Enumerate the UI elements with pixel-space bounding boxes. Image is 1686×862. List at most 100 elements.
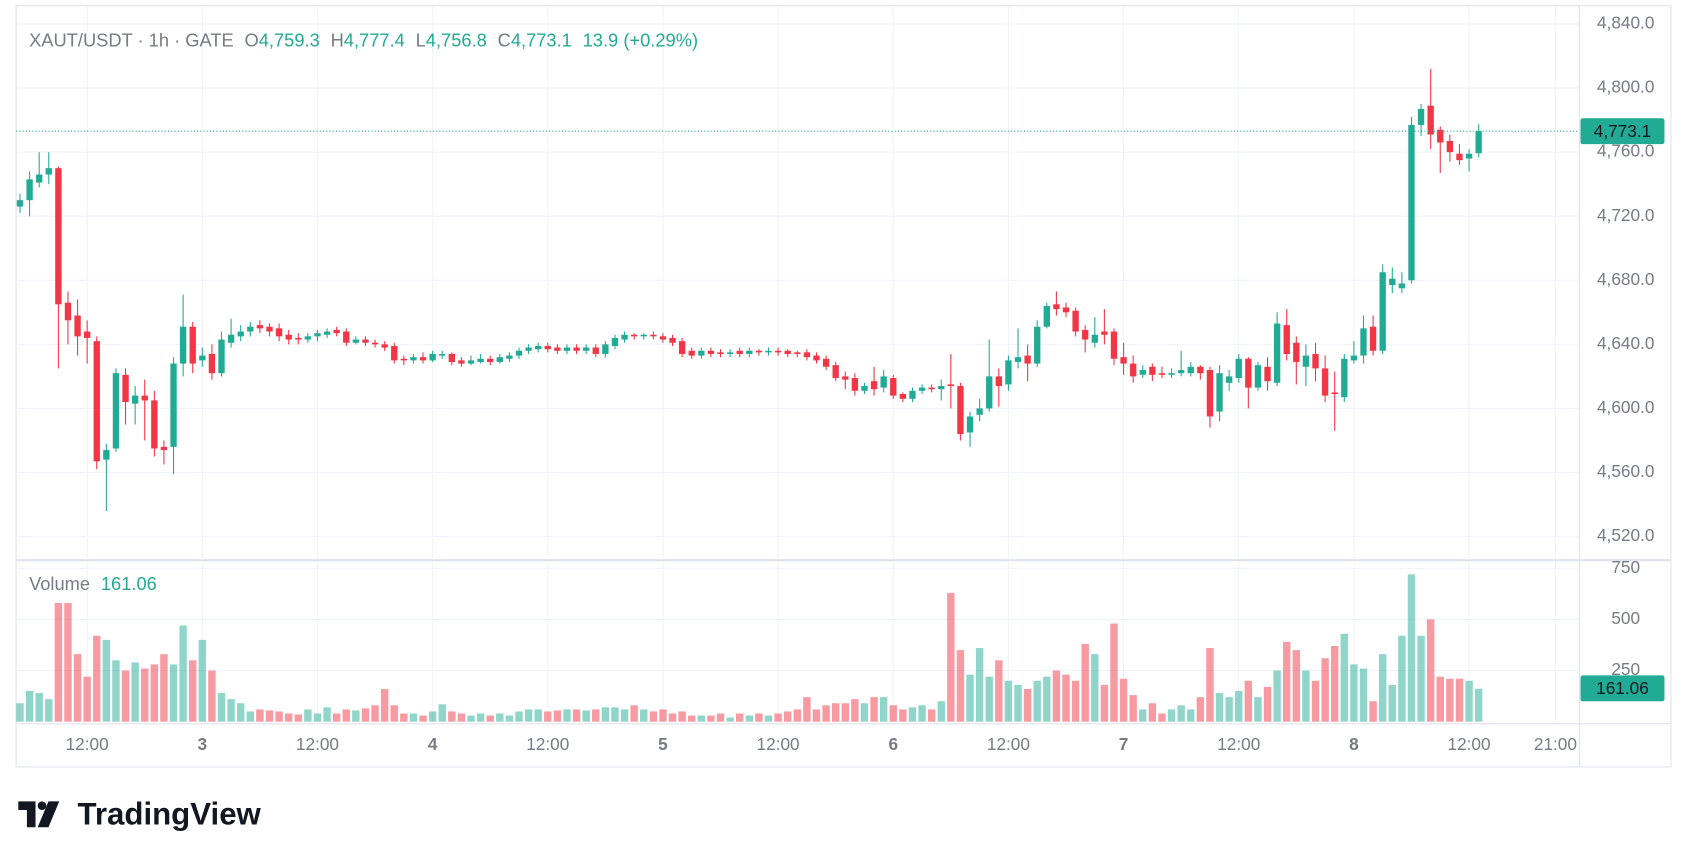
candle-body — [918, 387, 926, 391]
volume-bar — [1292, 650, 1301, 722]
volume-bar — [745, 715, 754, 722]
volume-bar — [755, 713, 763, 722]
volume-bar — [467, 715, 475, 722]
candle-body — [746, 350, 753, 354]
last-volume-label: 161.06 — [1596, 678, 1649, 698]
volume-bar — [25, 691, 34, 722]
volume-bar — [851, 699, 859, 722]
volume-bar — [1426, 619, 1435, 722]
ohlc-key: H — [331, 29, 344, 50]
volume-bar — [189, 660, 197, 722]
candle-body — [957, 386, 964, 435]
volume-bar — [217, 693, 226, 722]
candle-body — [55, 168, 62, 305]
volume-bar — [515, 711, 523, 722]
volume-bar — [956, 650, 965, 722]
volume-bar — [1206, 648, 1214, 722]
volume-bar — [1474, 688, 1483, 722]
volume-bar — [476, 713, 485, 722]
volume-bar — [1359, 668, 1368, 722]
candle-body — [1177, 369, 1185, 374]
candle-body — [947, 384, 955, 387]
candle-body — [496, 357, 503, 362]
candle-body — [842, 376, 849, 380]
candle-body — [151, 400, 158, 449]
volume-bar — [237, 703, 245, 722]
volume-bar — [1378, 654, 1387, 722]
volume-bar — [265, 710, 274, 722]
candle-body — [659, 336, 667, 340]
volume-bar — [937, 701, 945, 722]
volume-bar — [275, 711, 283, 722]
candle-body — [986, 376, 993, 409]
candle-body — [1024, 355, 1031, 364]
x-tick-label: 3 — [198, 734, 208, 754]
x-tick-label: 12:00 — [66, 734, 109, 754]
volume-bar — [1302, 670, 1310, 722]
candle-body — [938, 386, 945, 390]
volume-bar — [294, 714, 302, 722]
candle-body — [189, 326, 196, 364]
volume-bar — [582, 710, 590, 722]
brand-name: TradingView — [78, 797, 262, 832]
candle-body — [1043, 305, 1050, 327]
volume-bar — [918, 705, 926, 722]
volume-bar — [659, 709, 667, 722]
candle-body — [1321, 368, 1329, 396]
x-tick-label: 4 — [428, 734, 438, 754]
candle-body — [371, 342, 379, 345]
volume-bar — [1129, 695, 1137, 722]
candle-body — [515, 350, 523, 356]
candle-body — [774, 350, 782, 353]
volume-bar — [630, 705, 638, 722]
chart-frame — [15, 5, 1672, 768]
candle-body — [1082, 329, 1089, 340]
volume-bar — [716, 713, 725, 722]
candle-body — [1456, 153, 1463, 161]
candle-body — [1417, 108, 1425, 125]
candle-body — [794, 352, 801, 354]
candle-body — [83, 331, 91, 338]
y-tick-label: 4,840.0 — [1597, 13, 1654, 33]
brand-logo — [18, 801, 60, 828]
ohlc-value: 4,759.3 — [259, 29, 320, 50]
plot — [16, 68, 1483, 722]
volume-bar — [1187, 709, 1195, 722]
volume-bar — [611, 707, 619, 722]
volume-bar — [141, 668, 149, 722]
volume-bar — [1052, 670, 1061, 722]
candle-body — [755, 350, 763, 353]
candle-body — [1187, 366, 1194, 374]
volume-bar — [841, 703, 849, 722]
volume-bar — [1225, 697, 1233, 722]
candle-body — [275, 328, 283, 337]
candle-body — [1206, 369, 1214, 417]
candle-body — [16, 200, 24, 207]
candle-body — [573, 347, 580, 351]
candle-body — [976, 408, 983, 415]
volume-bar — [831, 703, 840, 722]
candle-body — [1149, 366, 1156, 375]
y-tick-label: 4,600.0 — [1597, 397, 1654, 417]
volume-bar — [323, 707, 331, 722]
candle-body — [237, 331, 244, 337]
candle-body — [1014, 357, 1022, 362]
volume-bar — [534, 709, 542, 722]
candle-body — [1389, 278, 1396, 286]
candle-body — [592, 347, 599, 354]
candle-body — [765, 350, 772, 353]
candle-body — [1216, 373, 1223, 412]
ohlc-value: 4,756.8 — [426, 29, 487, 50]
change: 13.9 (+0.29%) — [583, 29, 698, 50]
volume-bar — [879, 697, 888, 722]
candle-body — [295, 337, 302, 340]
volume-bar — [102, 639, 111, 722]
volume-bar — [649, 711, 658, 722]
volume-bar — [620, 709, 629, 722]
volume-bar — [1081, 643, 1089, 722]
volume-bar — [169, 664, 178, 722]
volume-bar — [304, 709, 312, 722]
candle-body — [170, 363, 177, 447]
candle-body — [813, 355, 820, 361]
candle-body — [966, 416, 974, 433]
